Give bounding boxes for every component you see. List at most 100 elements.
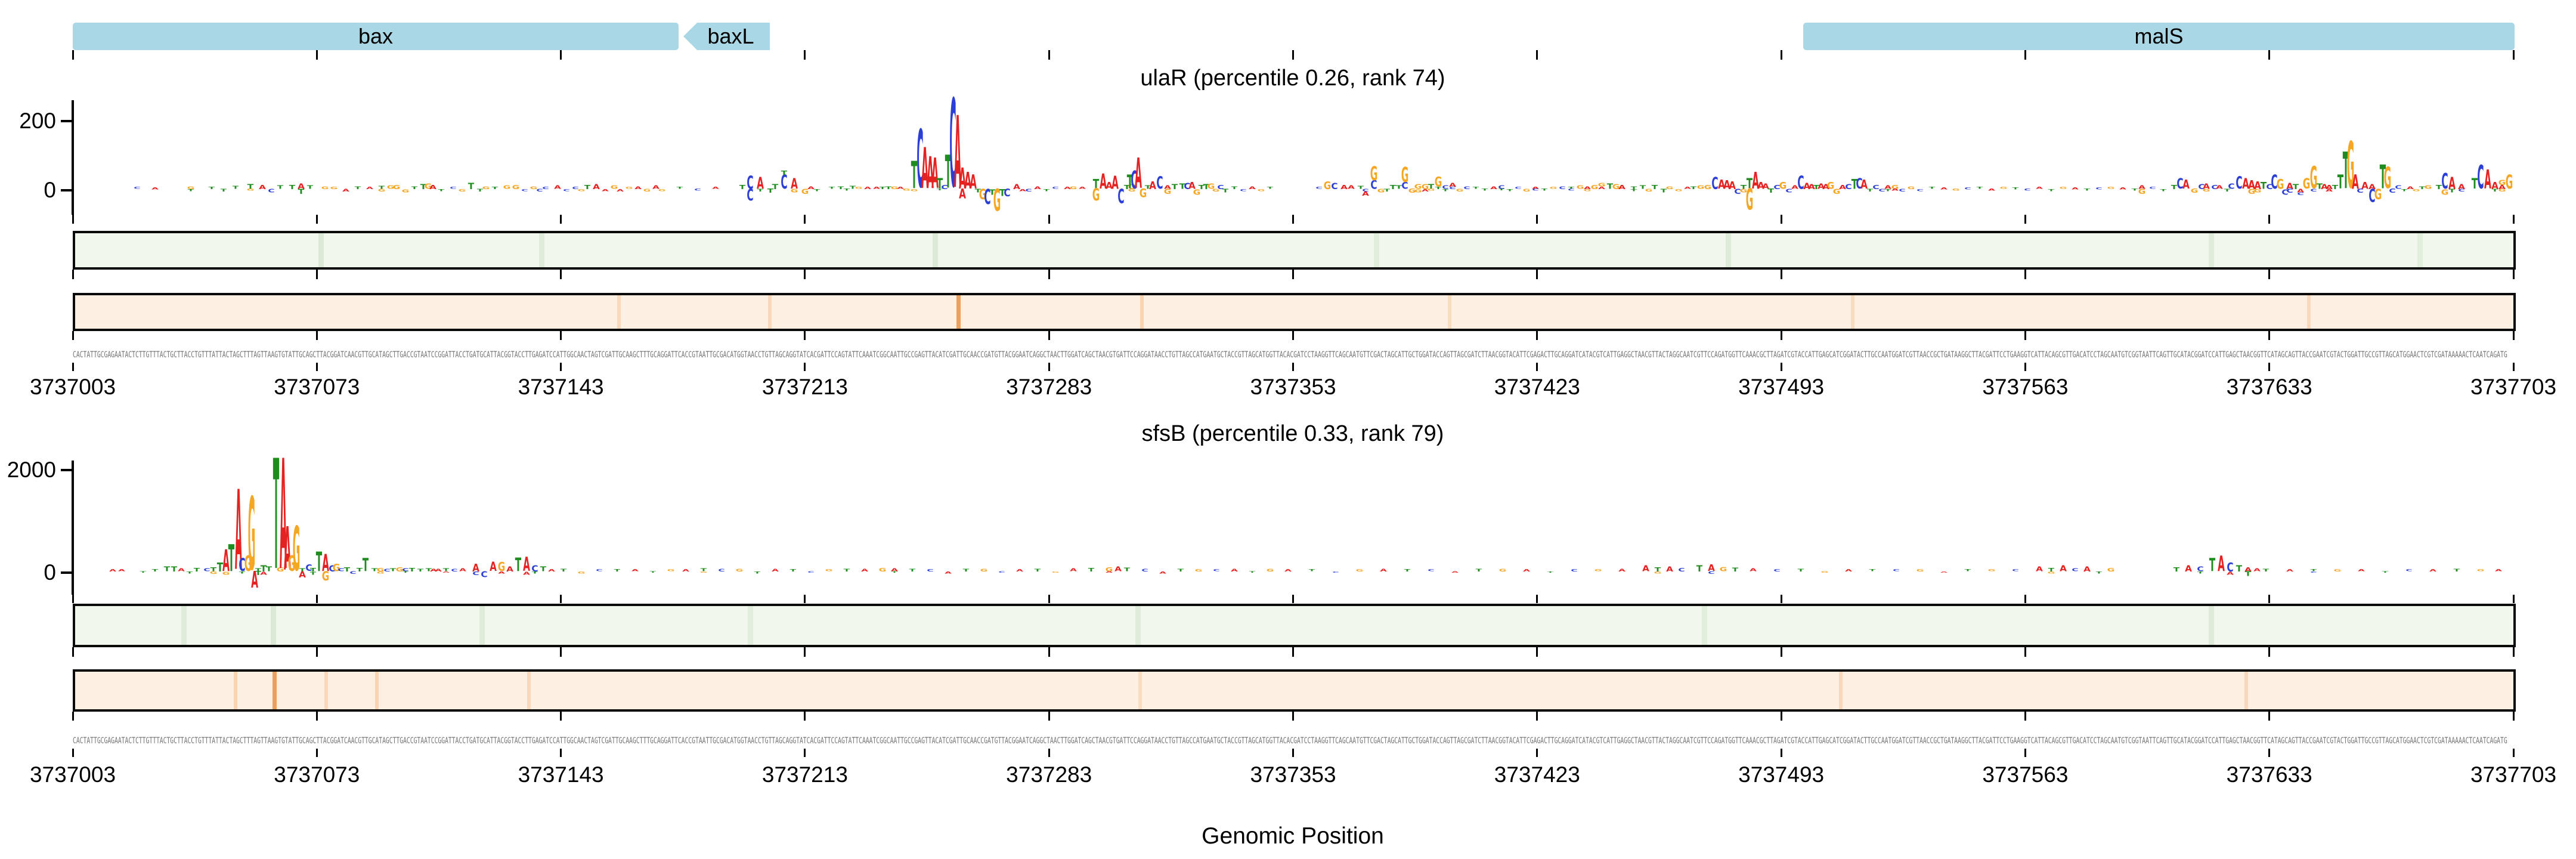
logo-base-T: T [468, 182, 475, 190]
x-axis-tick-label: 3737073 [274, 375, 360, 399]
base-letter: A [927, 147, 934, 199]
base-letter: T [1732, 566, 1739, 573]
x-axis-tick-label: 3737353 [1250, 375, 1336, 399]
base-letter: C [2198, 183, 2205, 191]
base-letter: T [289, 183, 296, 191]
base-letter: G [1427, 189, 1435, 191]
base-letter: G [1583, 188, 1592, 192]
base-letter: G [1212, 188, 1220, 193]
logo-base-A: A [634, 186, 642, 190]
logo-base-T: T [1035, 568, 1041, 573]
logo-base-T: T [247, 183, 254, 191]
base-letter: A [1100, 169, 1107, 194]
logo-base-T: T [2492, 189, 2498, 193]
logo-base-C: C [383, 568, 390, 573]
base-letter: C [402, 567, 409, 573]
logo-base-G: G [578, 189, 586, 192]
base-letter: G [187, 185, 195, 190]
axis-tick [804, 363, 806, 371]
base-letter: A [260, 570, 267, 576]
base-letter: G [1522, 188, 1531, 193]
logo-base-C: C [531, 564, 538, 573]
base-letter: C [807, 571, 815, 574]
base-letter: G [2374, 186, 2382, 203]
base-letter: T [789, 568, 797, 573]
axis-tick [1292, 749, 1294, 757]
logo-base-C: C [2368, 187, 2375, 205]
base-letter: C [984, 184, 991, 209]
base-letter: G [2498, 188, 2506, 193]
logo-base-C: C [542, 186, 549, 190]
base-letter: T [2332, 183, 2339, 191]
logo-base-G: G [1377, 189, 1385, 194]
logo-base-A: A [1718, 178, 1725, 191]
logo-base-A: A [506, 566, 513, 573]
logo-base-C: C [1845, 183, 1852, 190]
logo-base-G: G [1697, 185, 1705, 190]
base-letter: A [1249, 185, 1256, 190]
logo-base-G: G [387, 185, 395, 190]
logo-base-C: C [2357, 189, 2363, 194]
base-letter: T [277, 184, 284, 190]
logo-base-G: G [878, 567, 887, 573]
logo-base-A: A [1135, 153, 1142, 194]
logo-base-G: G [288, 553, 296, 574]
logo-base-C: C [2389, 189, 2395, 194]
base-letter: G [1704, 183, 1712, 191]
base-letter: A [964, 167, 971, 194]
base-letter: C [2227, 560, 2234, 574]
logo-base-G: G [458, 188, 466, 193]
logo-base-A: A [1159, 571, 1166, 574]
base-letter: G [878, 567, 887, 573]
base-letter: T [1267, 186, 1274, 190]
logo-base-T: T [255, 568, 262, 573]
base-letter: T [2453, 568, 2460, 573]
logo-base-A: A [2286, 568, 2293, 573]
base-letter: C [1025, 188, 1032, 193]
base-letter: T [1198, 183, 1205, 191]
base-letter: T [1797, 568, 1804, 573]
base-letter: T [2244, 570, 2252, 578]
base-letter: A [1822, 183, 1829, 191]
axis-tick [2024, 363, 2026, 371]
x-axis-tick-label: 3737493 [1738, 375, 1825, 399]
base-letter: T [1123, 183, 1131, 191]
logo-base-G: G [2506, 172, 2513, 191]
base-letter: C [521, 188, 528, 192]
base-letter: G [458, 188, 466, 193]
logo-base-G: G [1499, 568, 1507, 573]
logo-base-G: G [1408, 189, 1416, 194]
gene-axis-tick [2024, 50, 2026, 60]
logo-base-T: T [1631, 186, 1637, 190]
base-letter: T [1383, 188, 1391, 193]
logo-base-T: T [1088, 567, 1095, 573]
logo-base-T: T [357, 567, 363, 573]
logo-base-T: T [371, 568, 378, 573]
logo-base-T: T [1482, 189, 1488, 192]
gene-label: bax [358, 24, 394, 48]
base-letter: A [631, 568, 639, 572]
base-letter: A [490, 559, 497, 574]
base-letter: T [1171, 183, 1178, 191]
base-letter: A [1149, 179, 1156, 191]
logo-base-C: C [1797, 174, 1804, 191]
base-letter: T [247, 183, 254, 191]
base-letter: C [1571, 568, 1578, 573]
base-letter: T [1404, 568, 1411, 573]
axis-tick [2268, 270, 2271, 279]
orange-marker-line [324, 672, 328, 709]
logo-base-T: T [233, 186, 239, 190]
logo-base-T: T [2209, 555, 2216, 574]
base-letter: C [2310, 571, 2317, 573]
logo-base-T: T [1435, 186, 1442, 190]
base-letter: A [2495, 569, 2502, 572]
x-axis-tick-label: 3737633 [2226, 375, 2312, 399]
green-streak [2209, 606, 2214, 645]
logo-base-T: T [614, 568, 621, 573]
logo-base-G: G [1645, 189, 1653, 193]
base-letter: A [1079, 186, 1086, 190]
base-letter: A [593, 183, 600, 191]
logo-base-C: C [1916, 189, 1923, 192]
logo-base-G: G [1833, 188, 1841, 195]
base-letter: G [2059, 186, 2067, 190]
